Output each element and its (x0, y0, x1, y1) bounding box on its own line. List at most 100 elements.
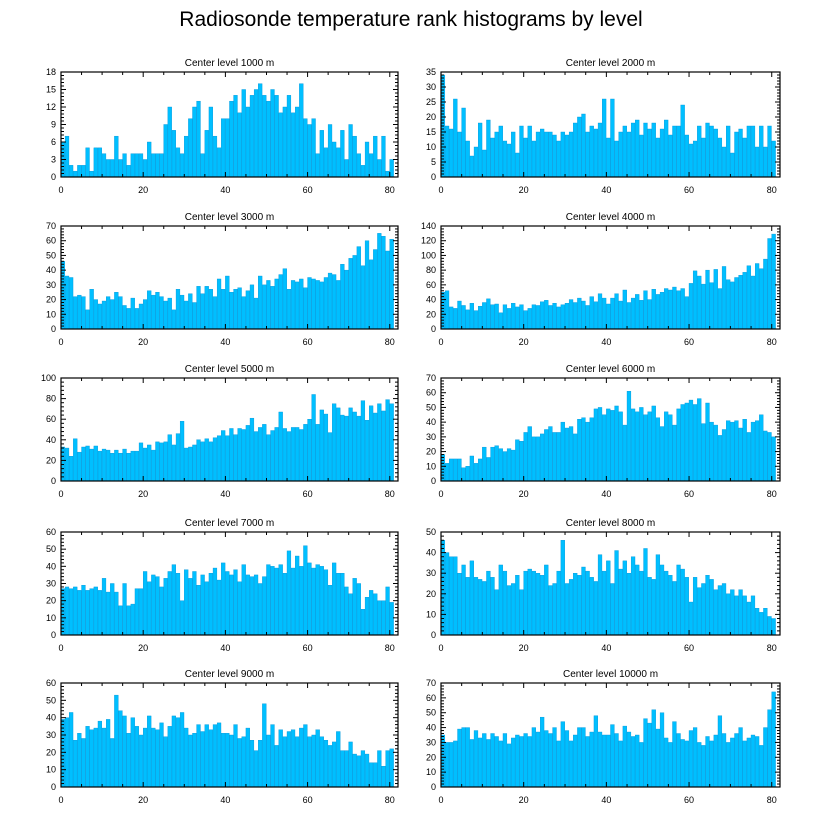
histogram-bar (763, 146, 768, 178)
x-tick-label: 20 (519, 795, 529, 805)
histogram-bar (212, 135, 218, 178)
histogram-bar (81, 738, 86, 788)
plot-frame (440, 71, 781, 178)
histogram-bar (167, 297, 172, 330)
histogram-bar (274, 745, 279, 788)
histogram-bar (179, 421, 185, 482)
y-tick-label: 70 (426, 373, 436, 383)
histogram-bar (385, 250, 390, 330)
histogram-bar (85, 726, 90, 788)
histogram-bar (544, 730, 549, 788)
histogram-bar (360, 165, 366, 178)
histogram-bar (151, 574, 156, 636)
y-tick-label: 40 (426, 295, 436, 305)
histogram-bar (585, 421, 590, 482)
histogram-bar (179, 294, 185, 330)
y-tick-label: 0 (431, 324, 436, 334)
histogram-bar (523, 733, 528, 788)
histogram-bar (552, 134, 557, 178)
histogram-bar (449, 128, 454, 178)
histogram-bar (602, 414, 607, 482)
histogram-bar (295, 555, 300, 636)
histogram-bar (286, 550, 292, 636)
histogram-bar (282, 106, 287, 178)
histogram-bar (713, 424, 718, 482)
histogram-bar (221, 289, 226, 330)
histogram-bar (535, 436, 541, 482)
histogram-bar (560, 540, 565, 636)
y-tick-label: 0 (51, 782, 56, 792)
histogram-bar (175, 289, 181, 330)
histogram-bar (750, 421, 756, 482)
histogram-bar (208, 289, 213, 330)
histogram-bar (498, 125, 503, 178)
panel-title: Center level 5000 m (185, 364, 275, 375)
panel-title: Center level 1000 m (185, 58, 275, 69)
histogram-bar (755, 263, 760, 330)
histogram-bar (697, 275, 702, 330)
histogram-bar (573, 122, 578, 178)
histogram-bar (221, 118, 226, 178)
histogram-bar (564, 730, 570, 788)
histogram-bar (385, 586, 390, 636)
y-tick-label: 20 (426, 447, 436, 457)
histogram-bar (705, 736, 710, 788)
histogram-bar (299, 278, 304, 330)
histogram-bar (465, 140, 470, 178)
histogram-bar (544, 300, 549, 330)
histogram-bar (175, 573, 181, 636)
histogram-bar (286, 431, 292, 482)
histogram-bar (755, 420, 760, 482)
histogram-bar (730, 152, 735, 178)
histogram-bar (705, 575, 710, 636)
histogram-bar (490, 137, 495, 178)
histogram-bar (717, 715, 723, 788)
histogram-bar (668, 742, 673, 788)
histogram-bar (290, 427, 296, 482)
histogram-bar (734, 277, 739, 330)
histogram-bar (771, 140, 776, 178)
histogram-bar (241, 564, 246, 636)
histogram-bar (730, 421, 735, 482)
histogram-bar (364, 420, 370, 482)
histogram-bar (179, 600, 185, 636)
histogram-bar (709, 282, 714, 330)
histogram-bar (593, 715, 598, 788)
histogram-bar (295, 281, 300, 330)
histogram-bar (457, 573, 462, 636)
histogram-bar (311, 278, 316, 330)
histogram-bar (389, 748, 394, 788)
histogram-bar (171, 564, 176, 636)
histogram-bar (373, 762, 378, 788)
histogram-bar (348, 124, 353, 178)
histogram-bar (319, 566, 324, 636)
histogram-bar (672, 424, 677, 482)
histogram-bar (498, 312, 503, 330)
histogram-bar (114, 449, 119, 482)
x-tick-label: 40 (601, 185, 611, 195)
histogram-bar (299, 566, 304, 636)
histogram-bar (494, 303, 499, 330)
histogram-bar (315, 424, 320, 482)
y-tick-label: 70 (426, 678, 436, 688)
histogram-bar (705, 402, 710, 482)
histogram-bar (577, 727, 582, 788)
histogram-bar (138, 153, 144, 178)
histogram-bar (258, 583, 263, 636)
histogram-bar (568, 131, 574, 178)
histogram-bar (469, 560, 474, 636)
histogram-bar (229, 292, 234, 330)
histogram-bar (295, 736, 300, 788)
histogram-bar (266, 564, 271, 636)
histogram-bar (221, 562, 226, 636)
histogram-bar (614, 550, 619, 636)
histogram-bar (73, 296, 78, 330)
histogram-bar (225, 118, 230, 178)
histogram-bar (486, 119, 491, 178)
histogram-bar (519, 304, 524, 330)
x-tick-label: 80 (385, 489, 395, 499)
histogram-bar (651, 289, 656, 330)
histogram-bar (225, 733, 230, 788)
histogram-bar (465, 309, 470, 330)
histogram-bar (548, 733, 553, 788)
